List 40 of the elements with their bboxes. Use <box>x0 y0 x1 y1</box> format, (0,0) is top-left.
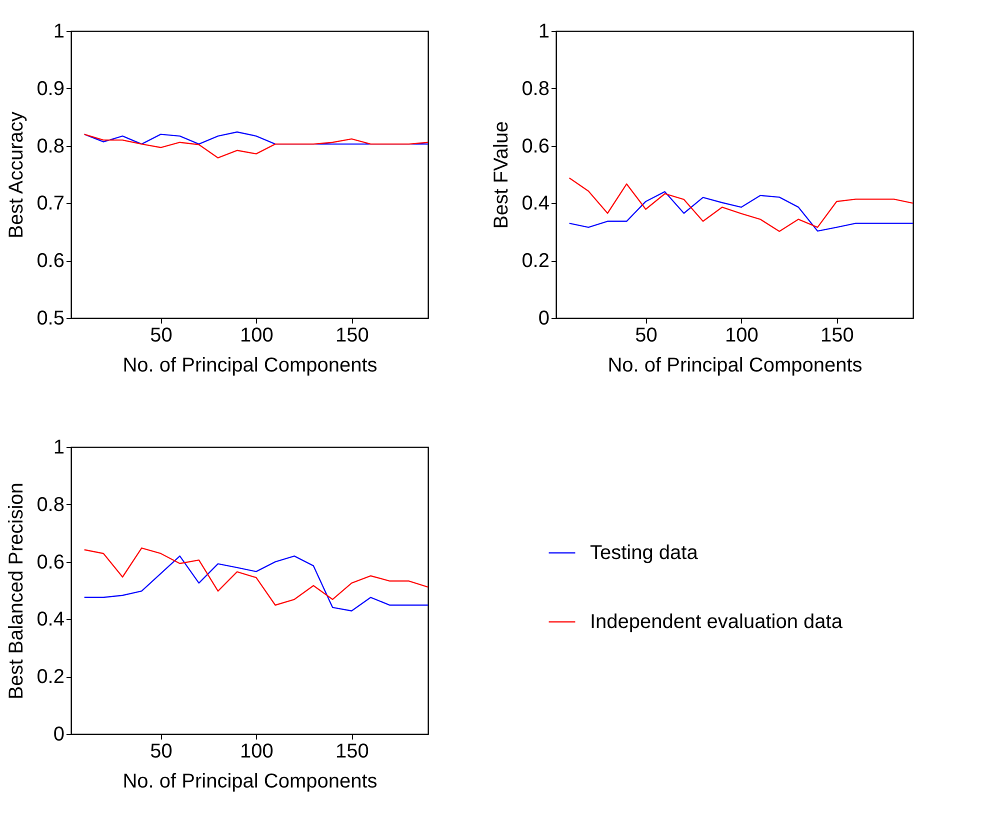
y-tick-label: 1 <box>53 436 64 458</box>
x-axis-title: No. of Principal Components <box>608 354 862 376</box>
y-tick-label: 0.2 <box>36 666 64 688</box>
x-tick-label: 50 <box>150 740 172 762</box>
y-tick-label: 0.9 <box>36 78 64 100</box>
legend-label: Independent evaluation data <box>590 610 844 633</box>
legend-label: Testing data <box>590 542 699 564</box>
x-tick-label: 50 <box>150 324 172 346</box>
y-tick-label: 0.8 <box>522 78 550 100</box>
line-series <box>84 547 429 606</box>
line-series <box>568 191 914 232</box>
y-tick-label: 0.5 <box>36 308 64 330</box>
x-tick-label: 100 <box>240 324 274 346</box>
y-tick-label: 1 <box>538 20 550 42</box>
y-tick-label: 0.7 <box>36 192 64 215</box>
y-tick-label: 0 <box>538 308 550 330</box>
line-series <box>84 134 429 158</box>
y-tick-label: 0.6 <box>522 135 550 158</box>
y-axis-title: Best FValue <box>490 121 513 229</box>
y-tick-label: 0.6 <box>36 551 64 574</box>
y-tick-label: 0.4 <box>36 608 64 631</box>
y-tick-label: 1 <box>53 20 64 42</box>
y-axis-title: Best Balanced Precision <box>6 482 28 700</box>
y-tick-label: 0.4 <box>522 192 550 215</box>
x-tick-label: 100 <box>724 324 758 346</box>
x-tick-label: 150 <box>335 324 369 346</box>
line-series <box>568 177 914 232</box>
x-tick-label: 150 <box>820 324 854 346</box>
y-tick-label: 0.8 <box>36 135 64 158</box>
line-series <box>84 555 429 612</box>
y-tick-label: 0.6 <box>36 250 64 272</box>
x-tick-label: 100 <box>240 740 274 762</box>
x-axis-title: No. of Principal Components <box>122 770 378 792</box>
y-axis-title: Best Accuracy <box>6 112 28 238</box>
x-tick-label: 50 <box>635 324 658 346</box>
y-tick-label: 0 <box>53 724 64 746</box>
x-tick-label: 150 <box>335 740 369 762</box>
x-axis-title: No. of Principal Components <box>122 354 378 376</box>
y-tick-label: 0.2 <box>522 250 550 272</box>
y-tick-label: 0.8 <box>36 494 64 516</box>
